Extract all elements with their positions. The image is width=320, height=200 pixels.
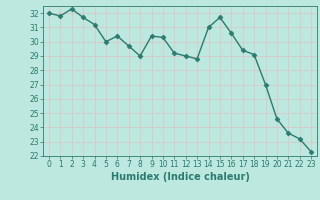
X-axis label: Humidex (Indice chaleur): Humidex (Indice chaleur) (111, 172, 249, 182)
